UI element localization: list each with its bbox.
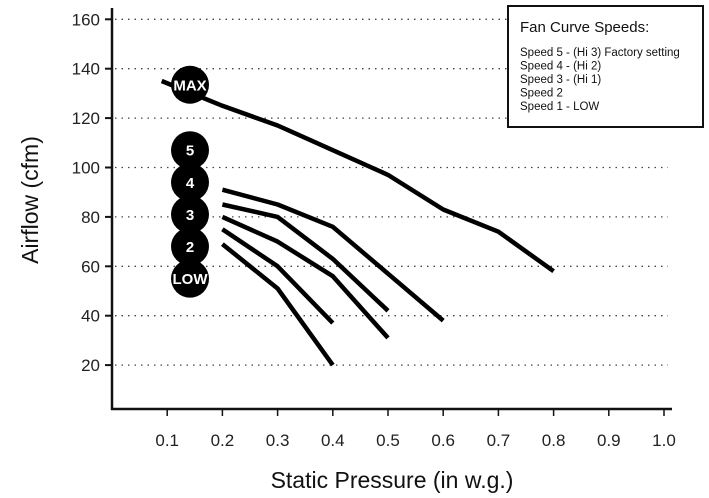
series-line-2 bbox=[221, 187, 445, 323]
legend-item: Speed 2 bbox=[520, 88, 563, 100]
legend-item: Speed 5 - (Hi 3) Factory setting bbox=[520, 47, 680, 59]
y-axis-ticks: 20 40 60 80 100 120 140 160 bbox=[72, 10, 112, 375]
y-tick-label: 20 bbox=[81, 356, 100, 375]
x-tick-label: 1.0 bbox=[652, 431, 676, 450]
legend-items: Speed 5 - (Hi 3) Factory setting Speed 4 … bbox=[520, 47, 680, 113]
series-lines bbox=[160, 78, 555, 367]
x-tick-label: 0.3 bbox=[266, 431, 290, 450]
legend-item: Speed 3 - (Hi 1) bbox=[520, 74, 601, 86]
series-line-1 bbox=[160, 78, 555, 274]
speed-marker-label: 3 bbox=[186, 207, 194, 224]
y-tick-label: 160 bbox=[72, 10, 100, 29]
x-tick-label: 0.5 bbox=[376, 431, 400, 450]
speed-marker-label: 4 bbox=[186, 175, 195, 192]
series-line-4 bbox=[221, 214, 390, 340]
legend-item: Speed 1 - LOW bbox=[520, 101, 599, 113]
legend-item: Speed 4 - (Hi 2) bbox=[520, 61, 601, 73]
speed-marker-label: MAX bbox=[173, 77, 206, 94]
y-tick-label: 60 bbox=[81, 257, 100, 276]
legend: Fan Curve Speeds: Speed 5 - (Hi 3) Facto… bbox=[507, 5, 704, 128]
series-line-3 bbox=[221, 202, 390, 313]
speed-marker-circle bbox=[171, 163, 209, 202]
x-tick-label: 0.4 bbox=[321, 431, 345, 450]
legend-box bbox=[507, 5, 704, 128]
y-tick-label: 80 bbox=[81, 208, 100, 227]
speed-marker-circle bbox=[171, 195, 209, 234]
y-tick-label: 140 bbox=[72, 60, 100, 79]
x-axis-ticks: 0.1 0.2 0.3 0.4 0.5 0.6 0.7 0.8 0.9 1.0 bbox=[155, 409, 676, 450]
series-line-5 bbox=[221, 227, 335, 325]
y-tick-label: 100 bbox=[72, 159, 100, 178]
x-tick-label: 0.6 bbox=[431, 431, 455, 450]
speed-marker-label: 2 bbox=[186, 239, 194, 256]
speed-marker-label: LOW bbox=[173, 271, 209, 288]
x-tick-label: 0.8 bbox=[542, 431, 566, 450]
speed-marker-circle bbox=[171, 131, 209, 170]
speed-marker-label: 5 bbox=[186, 143, 194, 160]
y-tick-label: 40 bbox=[81, 307, 100, 326]
x-tick-label: 0.2 bbox=[211, 431, 235, 450]
series-line-6 bbox=[220, 242, 335, 367]
x-axis-title: Static Pressure (in w.g.) bbox=[271, 467, 514, 493]
y-axis-title: Airflow (cfm) bbox=[17, 136, 43, 264]
speed-marker-circle bbox=[171, 65, 209, 104]
x-tick-label: 0.1 bbox=[155, 431, 179, 450]
x-tick-label: 0.9 bbox=[597, 431, 621, 450]
speed-marker-circle bbox=[171, 259, 209, 298]
x-tick-label: 0.7 bbox=[487, 431, 511, 450]
legend-title: Fan Curve Speeds: bbox=[520, 19, 649, 36]
y-tick-label: 120 bbox=[72, 109, 100, 128]
speed-marker-circle bbox=[171, 227, 209, 266]
speed-markers: MAX 5 4 3 2 LOW bbox=[171, 65, 209, 298]
axes bbox=[110, 8, 672, 411]
